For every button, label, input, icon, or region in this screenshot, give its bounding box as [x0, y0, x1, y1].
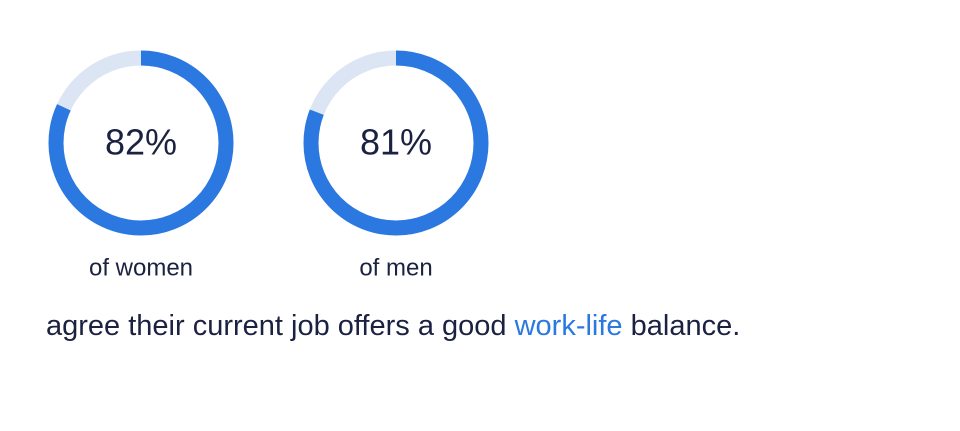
donut-caption: of men	[359, 254, 432, 281]
statement-text: agree their current job offers a good	[46, 310, 507, 342]
donut-value-label: 81%	[360, 122, 432, 163]
statement-highlight: work-life	[514, 310, 623, 342]
donut-arc	[48, 50, 234, 236]
donut-caption: of women	[89, 254, 193, 281]
donut-arc	[303, 50, 489, 236]
statement-text: balance.	[630, 310, 741, 342]
donut-value-label: 82%	[105, 122, 177, 163]
statement: agree their current job offers a good wo…	[46, 310, 740, 343]
